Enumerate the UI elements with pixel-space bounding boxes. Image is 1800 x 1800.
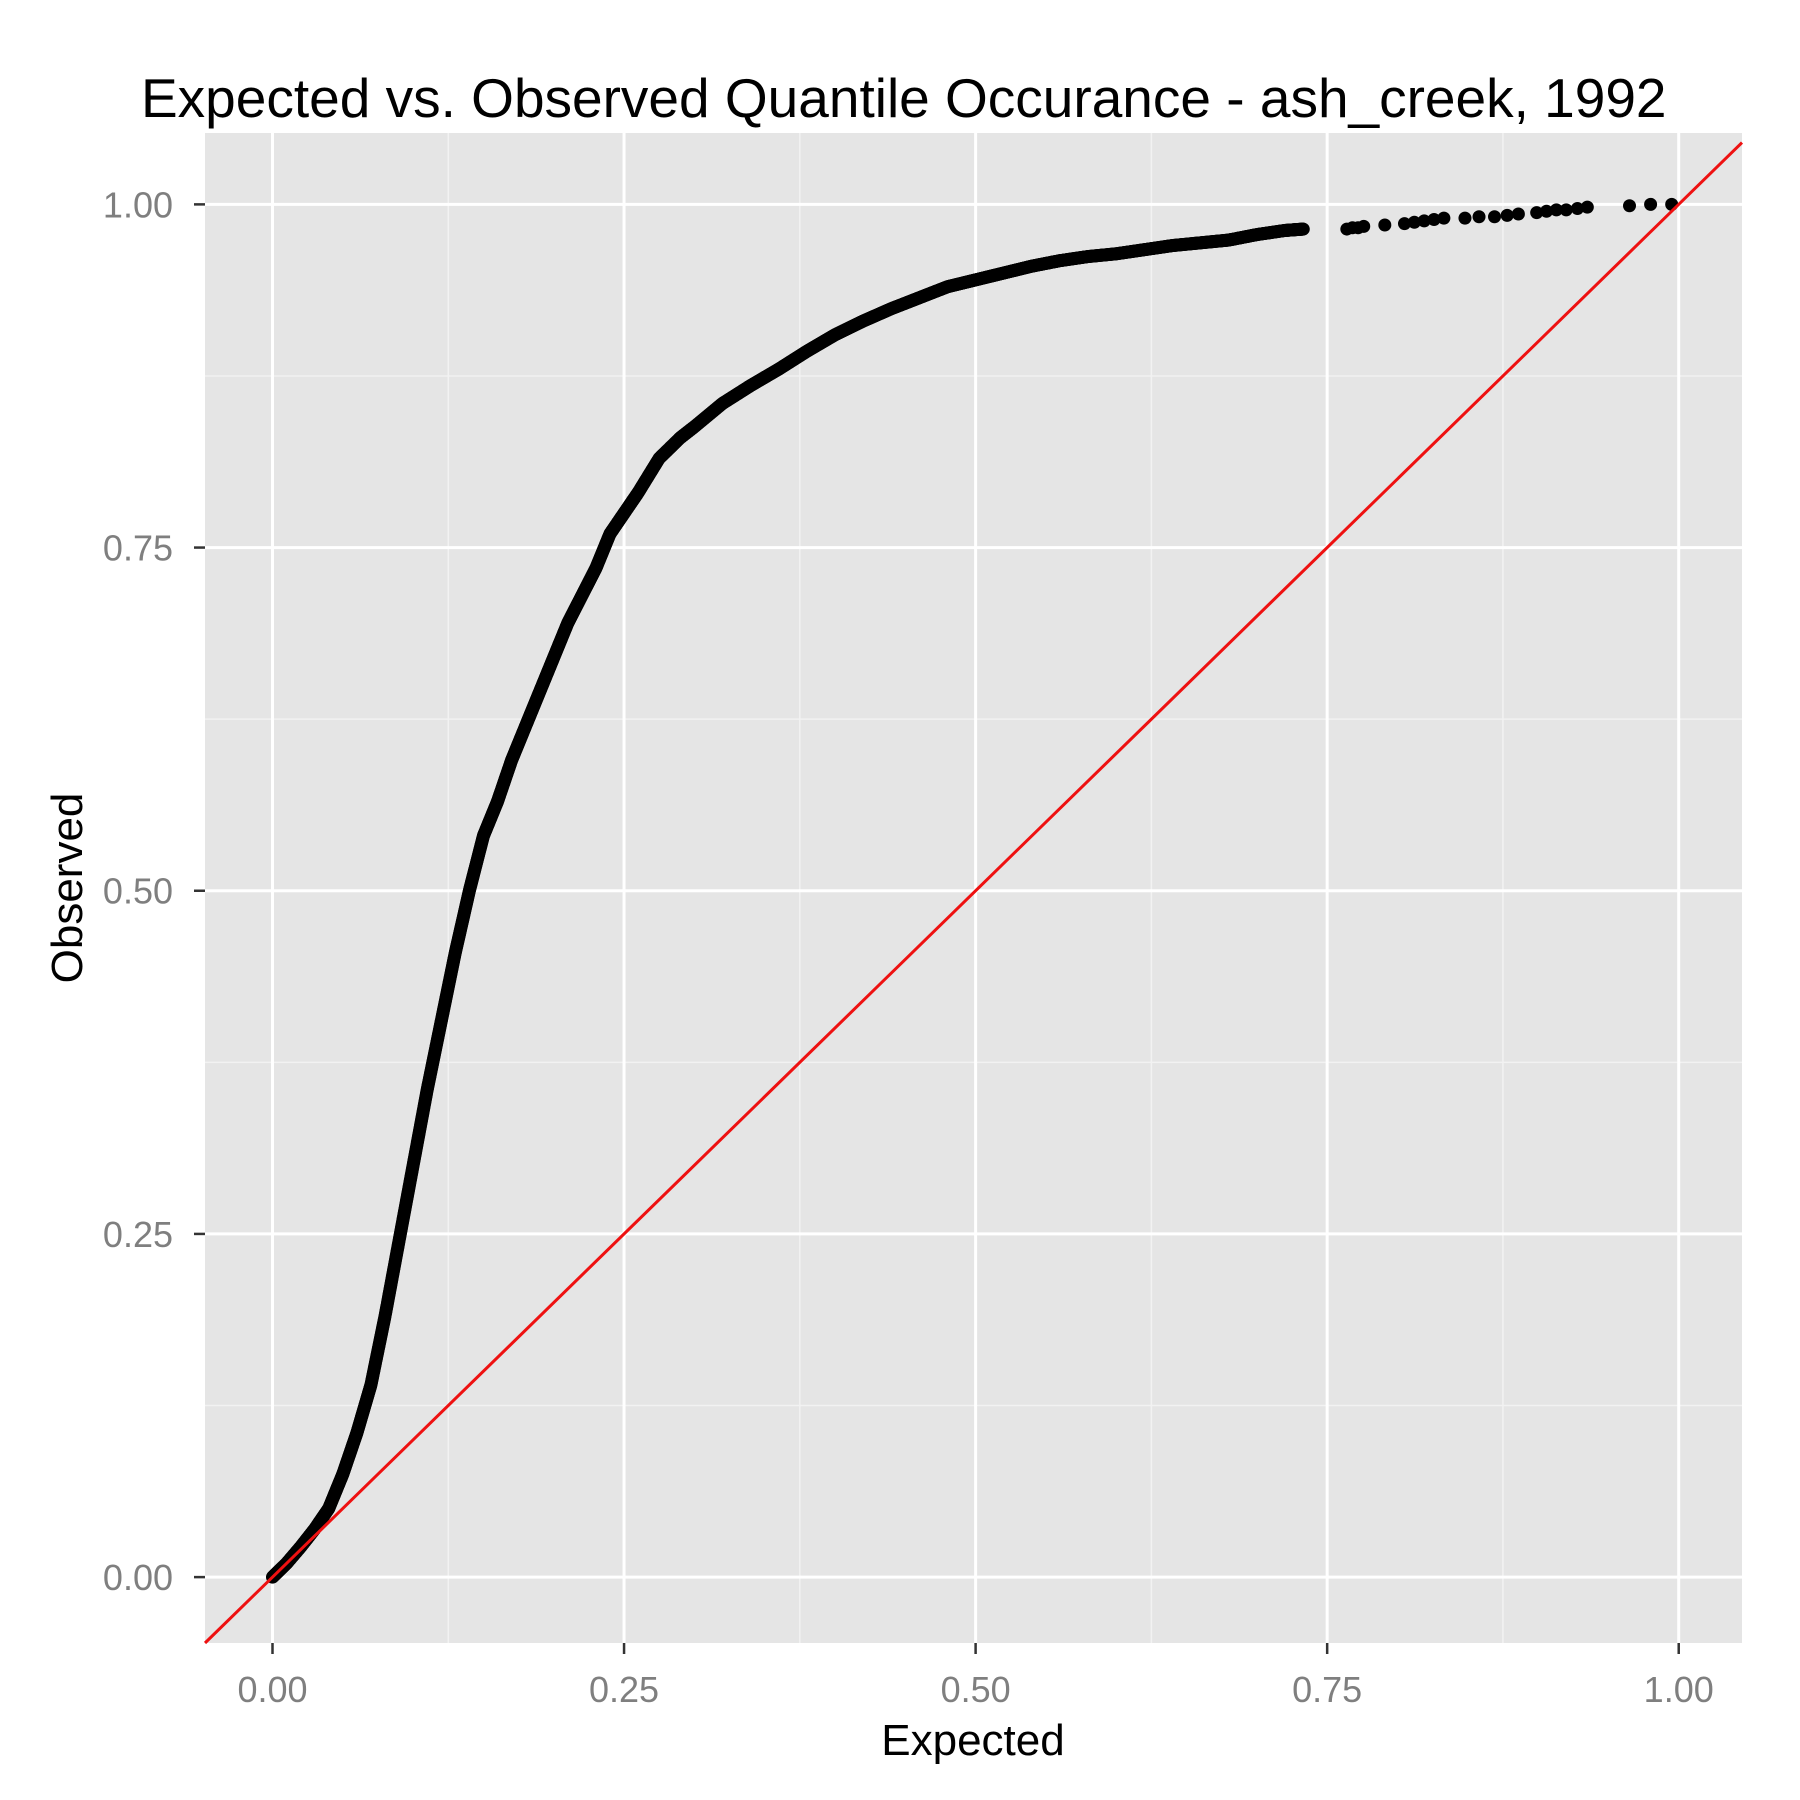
major-gridlines (205, 133, 1742, 1643)
data-point (1644, 197, 1658, 211)
data-point (1437, 211, 1451, 225)
x-tick-label: 0.25 (589, 1669, 659, 1710)
y-tick-label: 0.50 (103, 871, 173, 912)
data-point (1559, 203, 1573, 217)
y-tick-label: 0.00 (103, 1557, 173, 1598)
y-tick-label: 1.00 (103, 184, 173, 225)
data-point (1427, 212, 1441, 226)
data-point (1511, 207, 1525, 221)
data-point (1458, 211, 1472, 225)
data-point (1398, 217, 1412, 231)
data-point (1570, 202, 1584, 215)
data-point (1549, 203, 1563, 217)
data-point (1623, 199, 1637, 213)
y-tick-label: 0.25 (103, 1214, 173, 1255)
reference-line-layer (203, 141, 1744, 1645)
y-axis-label: Observed (43, 793, 92, 984)
data-point (1472, 210, 1486, 224)
data-point (1488, 210, 1502, 224)
y-tick-label: 0.75 (103, 528, 173, 569)
data-point (1665, 197, 1679, 211)
data-point (1357, 219, 1371, 233)
x-tick-label: 0.00 (237, 1669, 307, 1710)
data-point (1580, 200, 1594, 214)
data-point (1530, 206, 1544, 220)
data-point (1500, 208, 1514, 222)
y-axis: 0.00 0.25 0.50 0.75 1.00 (103, 184, 205, 1598)
chart-title: Expected vs. Observed Quantile Occurance… (141, 67, 1667, 129)
data-point (1540, 204, 1554, 218)
data-point (1378, 218, 1392, 232)
data-point (1417, 214, 1431, 228)
minor-gridlines (205, 133, 1742, 1643)
data-point (1407, 215, 1421, 229)
x-tick-label: 0.75 (1292, 1669, 1362, 1710)
x-axis: 0.00 0.25 0.50 0.75 1.00 (237, 1643, 1714, 1710)
reference-line (203, 141, 1744, 1645)
x-tick-label: 0.50 (941, 1669, 1011, 1710)
x-axis-label: Expected (881, 1716, 1064, 1765)
x-tick-label: 1.00 (1644, 1669, 1714, 1710)
data-point (1296, 222, 1310, 236)
